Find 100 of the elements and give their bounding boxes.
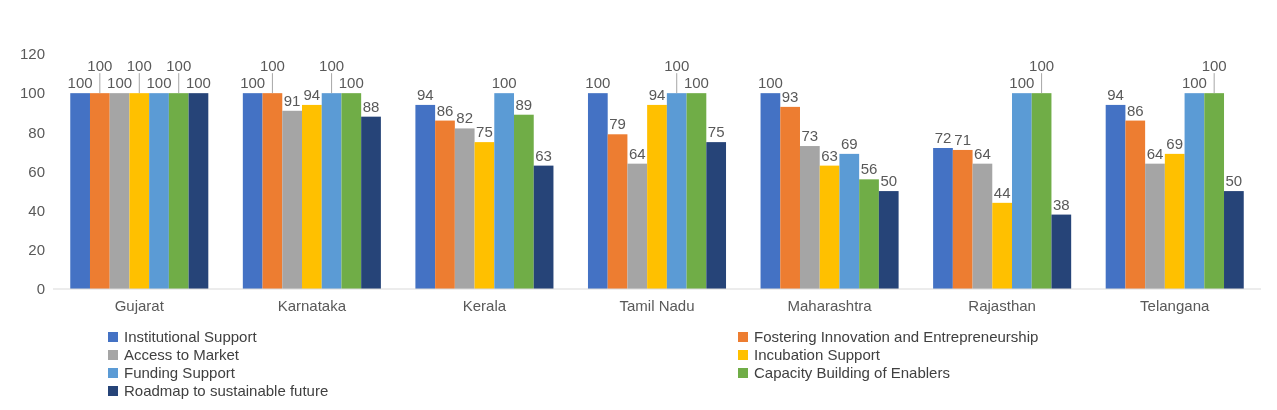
data-label: 82	[456, 109, 474, 127]
data-label: 100	[491, 74, 517, 92]
data-label: 100	[259, 57, 285, 75]
y-tick-label: 80	[28, 123, 45, 141]
data-label: 38	[1052, 195, 1070, 213]
bar	[242, 93, 263, 289]
data-label: 73	[801, 127, 819, 145]
bar	[799, 146, 820, 289]
data-label: 86	[436, 101, 454, 119]
legend-label: Capacity Building of Enablers	[754, 364, 950, 381]
data-label: 100	[146, 74, 172, 92]
bar	[607, 134, 628, 289]
legend-label: Institutional Support	[124, 328, 258, 345]
bar	[1145, 163, 1165, 289]
data-label: 69	[1166, 134, 1184, 152]
data-label: 50	[880, 172, 898, 190]
bar	[1125, 120, 1146, 289]
data-label: 94	[1107, 85, 1124, 103]
y-tick-label: 0	[36, 280, 45, 298]
data-label: 44	[993, 183, 1011, 201]
legend-label: Incubation Support	[754, 346, 881, 363]
bar	[89, 93, 110, 289]
bar	[168, 93, 189, 289]
bar	[1012, 93, 1032, 289]
data-label: 100	[126, 57, 152, 75]
bar	[760, 93, 781, 289]
bar	[321, 93, 342, 289]
bar	[706, 142, 727, 289]
bar	[1224, 191, 1244, 289]
bar	[666, 93, 687, 289]
bar	[972, 163, 993, 289]
data-label: 63	[821, 146, 838, 164]
bar	[587, 93, 608, 289]
data-label: 89	[515, 95, 533, 113]
bar	[129, 93, 150, 289]
data-label: 100	[319, 57, 345, 75]
bar	[992, 202, 1012, 289]
bar	[454, 128, 475, 289]
bar	[878, 191, 899, 289]
data-label: 100	[67, 74, 93, 92]
data-label: 100	[338, 74, 364, 92]
data-label: 64	[974, 144, 991, 162]
bar	[435, 120, 455, 289]
bar	[262, 93, 283, 289]
bar	[415, 104, 436, 289]
legend-label: Access to Market	[124, 346, 240, 363]
data-label: 86	[1126, 101, 1144, 119]
data-label: 100	[757, 74, 783, 92]
bar	[474, 142, 495, 289]
bar	[819, 165, 840, 289]
y-tick-label: 100	[19, 84, 45, 102]
x-tick-label: Rajasthan	[968, 297, 1036, 314]
bar	[188, 93, 209, 289]
bar	[282, 110, 302, 289]
bar	[149, 93, 169, 289]
data-label: 88	[362, 97, 380, 115]
y-tick-label: 20	[28, 241, 45, 259]
x-tick-label: Karnataka	[277, 297, 347, 314]
data-label: 94	[303, 85, 321, 103]
bar	[933, 148, 953, 289]
data-label: 100	[1181, 74, 1207, 92]
data-label: 72	[934, 129, 952, 146]
data-label: 50	[1225, 172, 1243, 190]
data-label: 100	[166, 57, 192, 75]
legend-label: Funding Support	[124, 364, 236, 381]
bar	[859, 179, 879, 289]
bar	[627, 163, 648, 289]
bar	[686, 93, 707, 289]
data-label: 100	[1009, 74, 1035, 92]
bar	[1051, 214, 1072, 289]
data-label: 100	[664, 57, 690, 75]
data-label: 100	[87, 57, 113, 75]
data-label: 64	[628, 144, 646, 162]
legend-label: Fostering Innovation and Entrepreneurship	[754, 328, 1039, 345]
bar	[302, 104, 322, 289]
data-label: 56	[860, 160, 878, 178]
bar	[1184, 93, 1205, 289]
bar	[514, 114, 534, 289]
data-label: 75	[707, 123, 725, 141]
y-tick-label: 40	[28, 201, 45, 219]
data-label: 100	[585, 74, 611, 92]
data-label: 100	[240, 74, 266, 92]
bar	[1204, 93, 1225, 289]
bar	[839, 153, 860, 289]
data-label: 64	[1146, 144, 1164, 162]
x-tick-label: Telangana	[1140, 297, 1210, 314]
bar	[494, 93, 515, 289]
legend-label: Roadmap to sustainable future	[124, 382, 329, 399]
bar	[70, 93, 90, 289]
data-label: 94	[416, 85, 434, 103]
y-tick-label: 120	[19, 45, 45, 63]
x-tick-label: Maharashtra	[787, 297, 873, 314]
data-label: 100	[1029, 57, 1055, 75]
data-label: 100	[185, 74, 211, 92]
data-label: 91	[283, 91, 301, 109]
data-label: 93	[781, 87, 799, 105]
bar	[361, 116, 381, 289]
bar	[1105, 104, 1126, 289]
bar	[647, 104, 667, 289]
bar	[1031, 93, 1052, 289]
